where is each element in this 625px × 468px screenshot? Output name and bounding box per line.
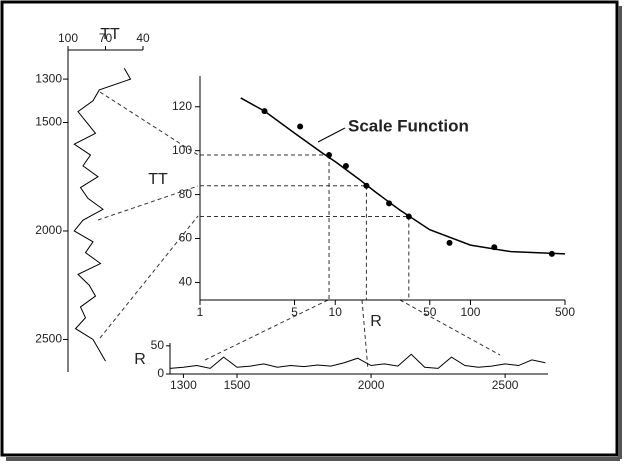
log-axis-label: R [134,351,146,368]
data-point [405,213,412,220]
log-trace [73,68,132,362]
y-tick-label: 60 [179,231,193,245]
data-point [548,250,555,257]
log-trace [169,353,546,369]
link-line [99,91,199,156]
x-tick-label: 5 [291,305,298,319]
link-line [361,299,369,371]
x-tick-label: 1500 [224,378,251,392]
data-point [446,239,453,246]
y-tick-label: 50 [151,338,165,352]
x-tick-label: 2000 [358,378,385,392]
y-tick-label: 2500 [35,332,62,346]
data-point [326,152,333,159]
x-tick-label: 500 [555,305,575,319]
link-line [99,215,199,339]
data-point [261,108,268,115]
x-tick-label: 10 [329,305,343,319]
y-tick-label: 80 [179,187,193,201]
y-tick-label: 100 [172,143,192,157]
link-line [399,299,501,356]
x-tick-label: 2500 [492,378,519,392]
y-tick-label: 120 [172,99,192,113]
annotation: Scale Function [348,116,469,135]
annotation-leader [317,127,346,143]
y-tick-label: 2000 [35,223,62,237]
x-tick-label: 100 [460,305,480,319]
link-line [204,299,329,361]
log-axis-label: TT [100,26,120,43]
data-point [342,163,349,170]
data-point [491,244,498,251]
y-tick-label: 40 [179,275,193,289]
data-point [297,123,304,130]
x-tick-label: 100 [58,31,78,45]
data-point [386,200,393,207]
y-tick-label: 1300 [35,71,62,85]
x-tick-label: 1 [197,305,204,319]
x-tick-label: 50 [423,305,437,319]
y-tick-label: 1500 [35,115,62,129]
x-axis-label: R [370,313,382,330]
frame [0,0,619,457]
link-line [97,185,199,221]
x-tick-label: 40 [136,31,150,45]
y-axis-label: TT [148,171,168,188]
x-tick-label: 70 [99,31,113,45]
y-tick-label: 0 [157,366,164,380]
x-tick-label: 1300 [170,378,197,392]
data-point [363,182,370,189]
